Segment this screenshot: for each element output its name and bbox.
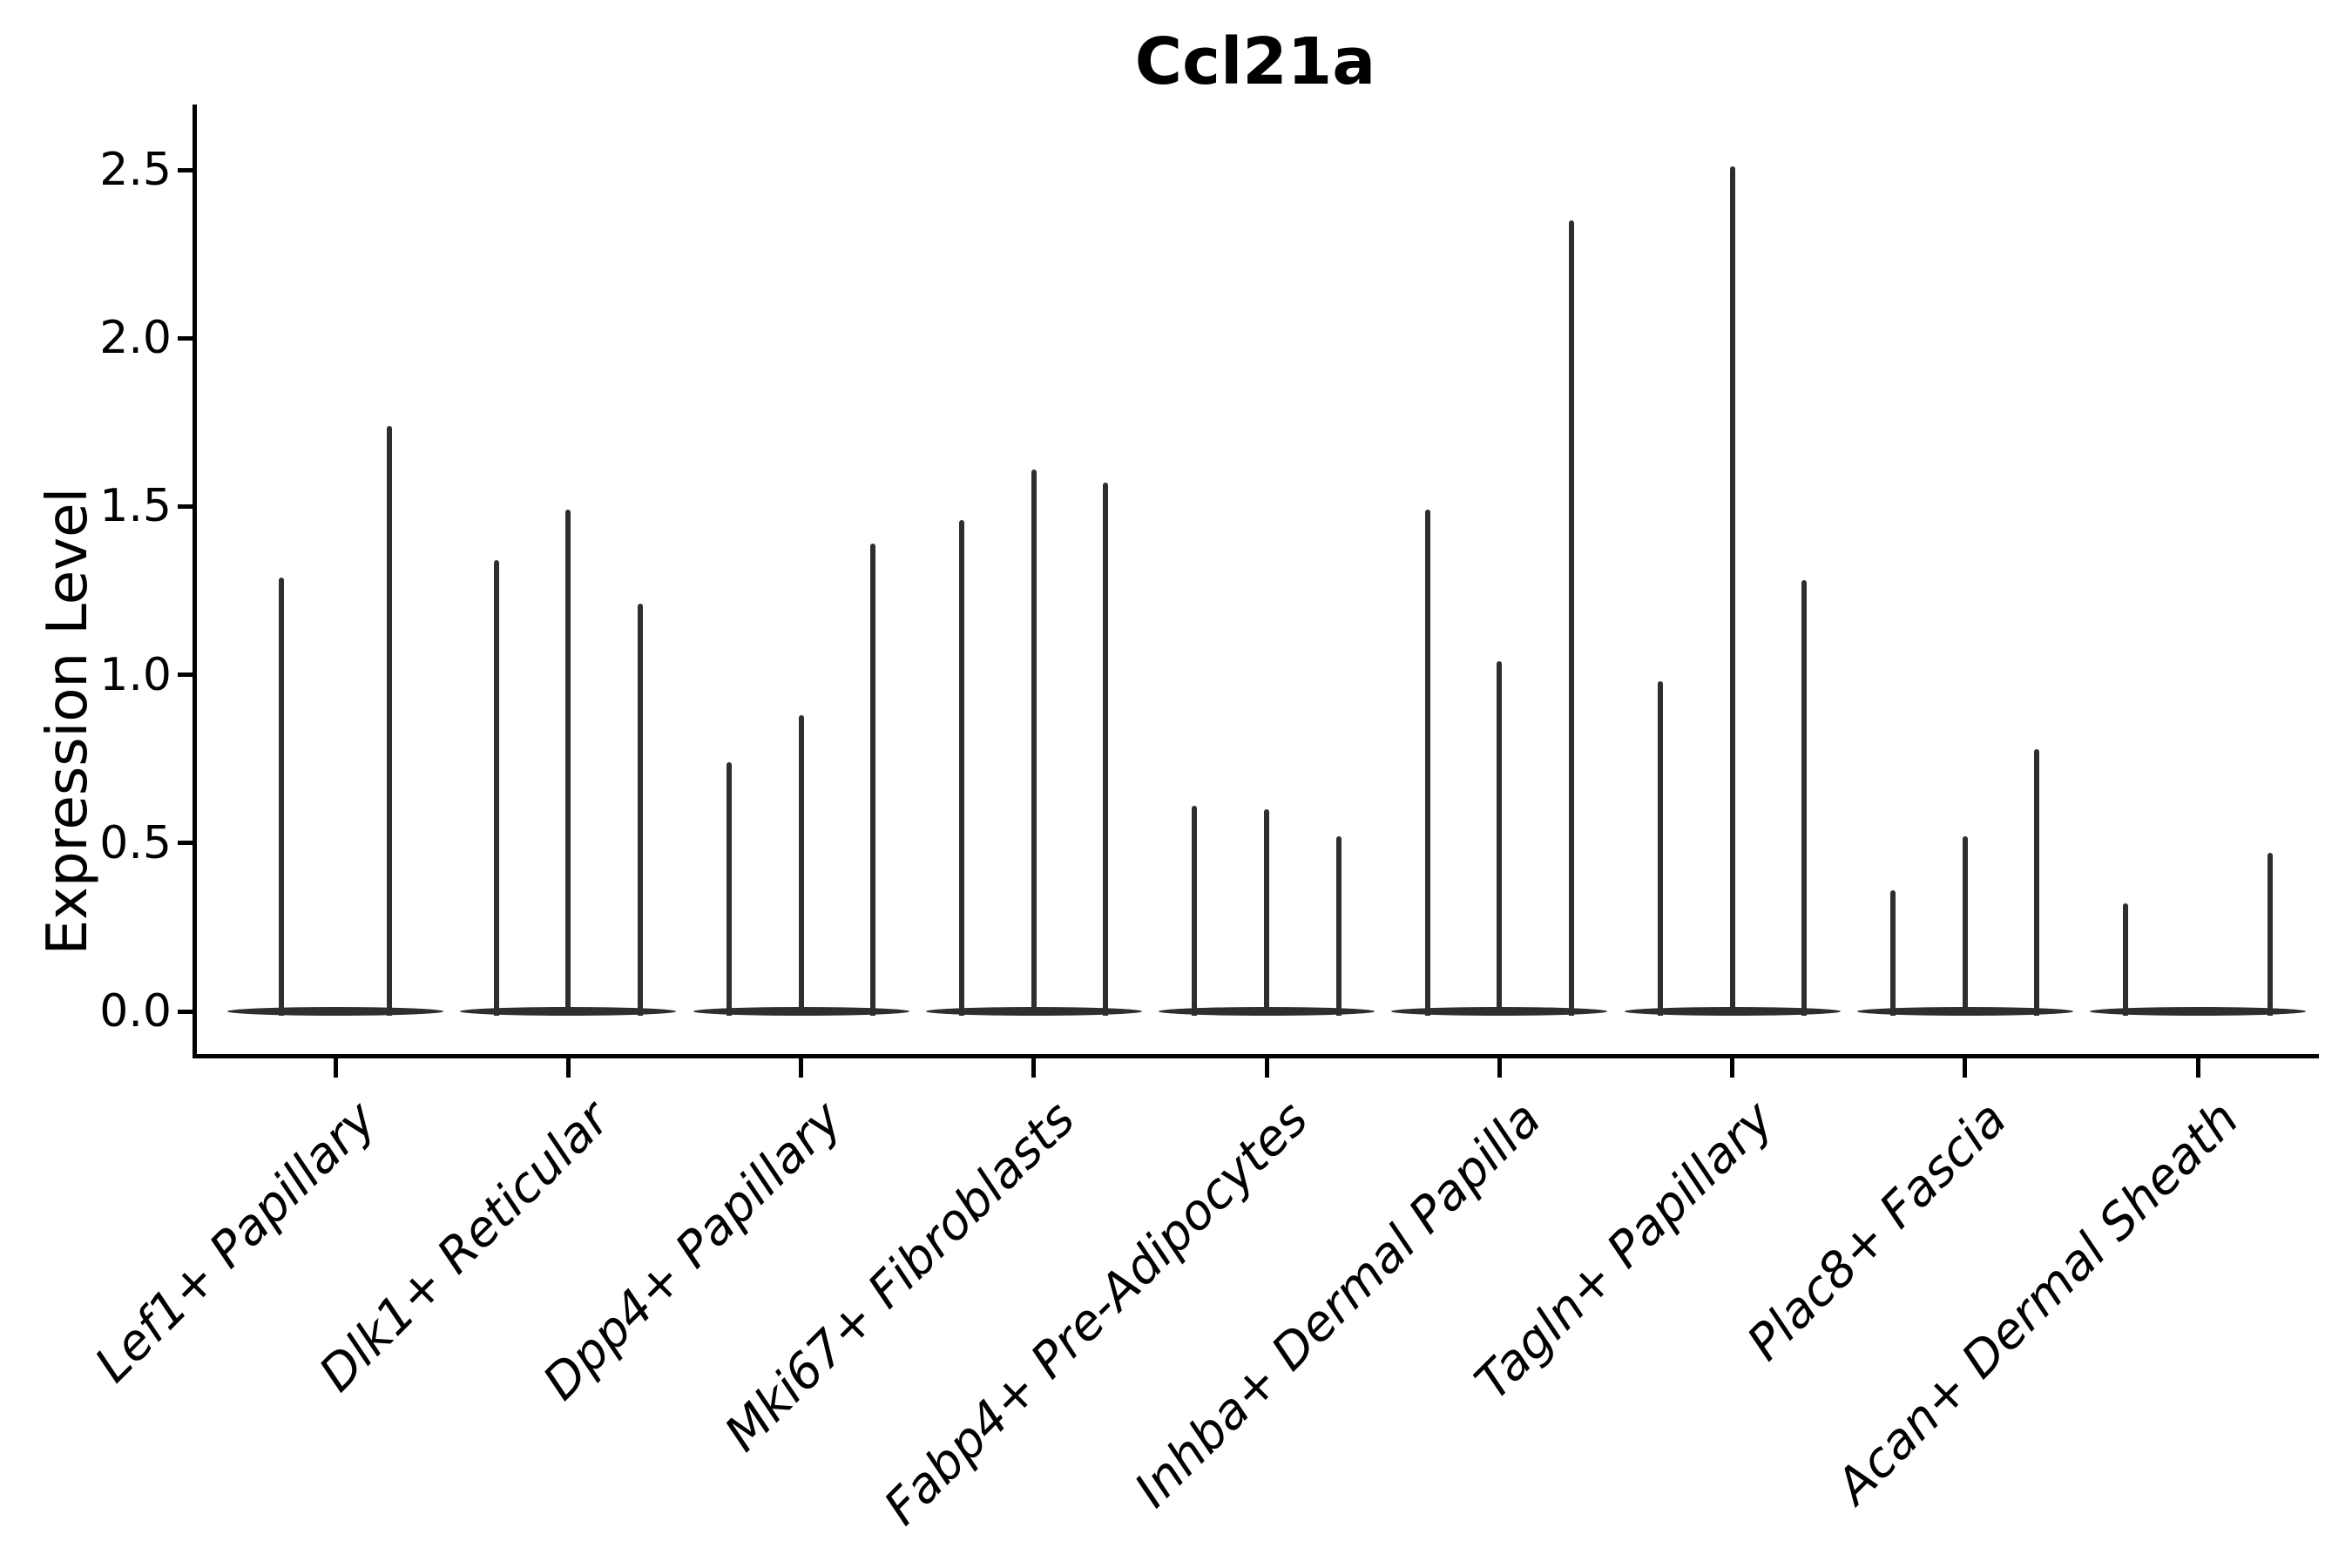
y-tick: [178, 167, 193, 172]
violin-spike: [1335, 836, 1342, 1016]
x-tick-label: Inhba+ Dermal Papilla: [1124, 1091, 1552, 1519]
y-axis-label: Expression Level: [36, 487, 100, 956]
y-tick: [178, 504, 193, 509]
violin-spike: [1568, 220, 1574, 1016]
violin-spike: [726, 762, 732, 1016]
violin-spike: [2123, 903, 2129, 1016]
violin-spike: [870, 543, 876, 1016]
x-tick: [1497, 1058, 1502, 1078]
y-tick: [178, 841, 193, 846]
y-tick-label: 0.0: [99, 985, 172, 1037]
y-tick-label: 2.5: [99, 144, 172, 196]
x-tick-label: Fabp4+ Pre-Adipocytes: [873, 1091, 1319, 1537]
violin-spike: [1657, 681, 1663, 1016]
violin-spike: [1729, 166, 1735, 1016]
violin-spike: [1424, 510, 1430, 1016]
violin-spike: [1192, 806, 1198, 1016]
violin-spike: [798, 714, 804, 1016]
violin-body: [2090, 1007, 2306, 1016]
violin-spike: [1962, 836, 1968, 1016]
chart-title: Ccl21a: [1134, 24, 1376, 99]
violin-spike: [2267, 853, 2273, 1016]
x-tick: [1264, 1058, 1269, 1078]
violin-spike: [2034, 748, 2040, 1016]
violin-spike: [565, 510, 571, 1016]
violin-spike: [1264, 809, 1269, 1016]
violin-spike: [637, 604, 643, 1016]
y-tick: [178, 672, 193, 678]
violin-spike: [1890, 889, 1896, 1016]
x-tick: [1963, 1058, 1968, 1078]
x-tick: [1031, 1058, 1037, 1078]
y-tick-label: 2.0: [99, 312, 172, 365]
x-tick: [565, 1058, 571, 1078]
y-tick: [178, 1009, 193, 1014]
x-tick: [2195, 1058, 2200, 1078]
x-tick: [1730, 1058, 1734, 1078]
violin-spike: [1497, 661, 1503, 1016]
violin-spike: [1031, 469, 1037, 1016]
violin-spike: [959, 519, 965, 1016]
violin-spike: [387, 425, 392, 1016]
x-tick-label: Acan+ Dermal Sheath: [1825, 1091, 2250, 1515]
violin-spike: [1103, 483, 1109, 1016]
violin-spike: [279, 577, 284, 1016]
y-axis-spine: [193, 105, 197, 1058]
violin-body: [227, 1007, 443, 1016]
violin-spike: [493, 560, 499, 1016]
y-tick-label: 1.5: [99, 480, 172, 533]
y-tick-label: 0.5: [99, 816, 172, 869]
x-tick: [799, 1058, 803, 1078]
y-tick: [178, 335, 193, 341]
violin-spike: [1801, 580, 1808, 1016]
x-axis-spine: [193, 1054, 2319, 1058]
y-tick-label: 1.0: [99, 648, 172, 701]
x-tick: [333, 1058, 338, 1078]
